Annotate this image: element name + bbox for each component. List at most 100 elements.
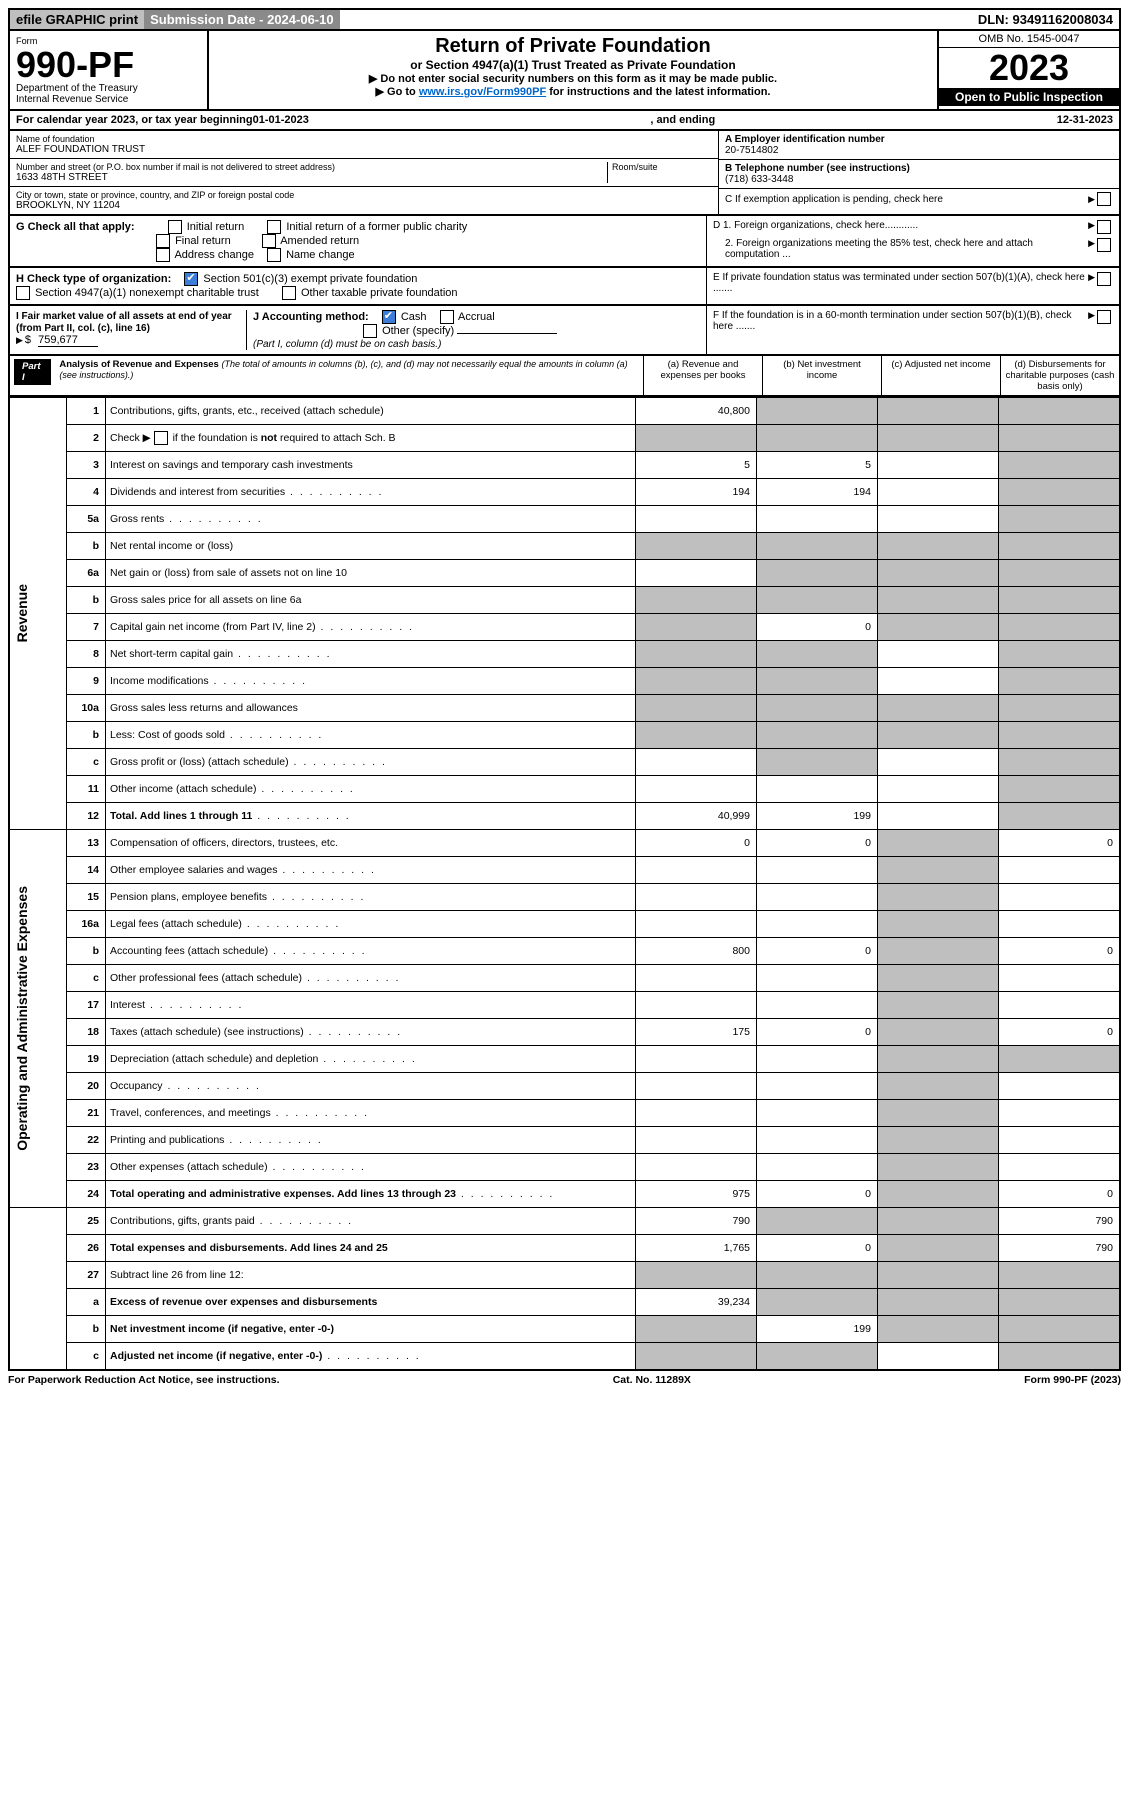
table-row: Revenue 1Contributions, gifts, grants, e…: [9, 398, 1120, 425]
table-row: cOther professional fees (attach schedul…: [9, 965, 1120, 992]
addr-change-cb[interactable]: [156, 248, 170, 262]
table-row: 19Depreciation (attach schedule) and dep…: [9, 1046, 1120, 1073]
501c3-cb[interactable]: [184, 272, 198, 286]
h-label: H Check type of organization:: [16, 273, 171, 285]
other-taxable-cb[interactable]: [282, 286, 296, 300]
city-label: City or town, state or province, country…: [16, 190, 712, 200]
city-state-zip: BROOKLYN, NY 11204: [16, 200, 712, 211]
table-row: 16aLegal fees (attach schedule): [9, 911, 1120, 938]
omb-number: OMB No. 1545-0047: [939, 31, 1119, 48]
form-title: Return of Private Foundation: [219, 35, 927, 58]
room-label: Room/suite: [612, 162, 712, 172]
d2-checkbox[interactable]: [1097, 238, 1111, 252]
table-row: 26Total expenses and disbursements. Add …: [9, 1235, 1120, 1262]
entity-block: Name of foundation ALEF FOUNDATION TRUST…: [8, 131, 1121, 216]
part1-header: Part I Analysis of Revenue and Expenses …: [8, 356, 1121, 397]
accrual-cb[interactable]: [440, 310, 454, 324]
phone-value: (718) 633-3448: [725, 174, 1113, 185]
foundation-name: ALEF FOUNDATION TRUST: [16, 144, 712, 155]
efile-label[interactable]: efile GRAPHIC print: [10, 10, 144, 29]
d1-label: D 1. Foreign organizations, check here..…: [713, 220, 1088, 234]
form-link[interactable]: www.irs.gov/Form990PF: [419, 86, 546, 98]
cash-cb[interactable]: [382, 310, 396, 324]
table-row: 27Subtract line 26 from line 12:: [9, 1262, 1120, 1289]
table-row: bLess: Cost of goods sold: [9, 722, 1120, 749]
table-row: bNet rental income or (loss): [9, 533, 1120, 560]
dln-label: DLN: 93491162008034: [972, 10, 1119, 29]
table-row: 12Total. Add lines 1 through 1140,999199: [9, 803, 1120, 830]
part-label: Part I: [14, 359, 51, 385]
table-row: 9Income modifications: [9, 668, 1120, 695]
col-a-header: (a) Revenue and expenses per books: [644, 356, 763, 395]
f-checkbox[interactable]: [1097, 310, 1111, 324]
street-address: 1633 48TH STREET: [16, 172, 607, 183]
table-row: cGross profit or (loss) (attach schedule…: [9, 749, 1120, 776]
table-row: 6aNet gain or (loss) from sale of assets…: [9, 560, 1120, 587]
footer-left: For Paperwork Reduction Act Notice, see …: [8, 1374, 280, 1386]
j-note: (Part I, column (d) must be on cash basi…: [253, 339, 441, 350]
table-row: bAccounting fees (attach schedule)80000: [9, 938, 1120, 965]
calendar-year-row: For calendar year 2023, or tax year begi…: [8, 111, 1121, 131]
table-row: 25Contributions, gifts, grants paid79079…: [9, 1208, 1120, 1235]
arrow-icon: [1088, 310, 1097, 332]
table-row: cAdjusted net income (if negative, enter…: [9, 1343, 1120, 1371]
table-row: bGross sales price for all assets on lin…: [9, 587, 1120, 614]
table-row: 3Interest on savings and temporary cash …: [9, 452, 1120, 479]
initial-former-cb[interactable]: [267, 220, 281, 234]
arrow-icon: [1088, 194, 1097, 205]
table-row: 4Dividends and interest from securities1…: [9, 479, 1120, 506]
expenses-side-label: Operating and Administrative Expenses: [14, 886, 30, 1151]
table-row: 22Printing and publications: [9, 1127, 1120, 1154]
table-row: 14Other employee salaries and wages: [9, 857, 1120, 884]
table-row: Operating and Administrative Expenses 13…: [9, 830, 1120, 857]
table-row: 7Capital gain net income (from Part IV, …: [9, 614, 1120, 641]
top-bar: efile GRAPHIC print Submission Date - 20…: [8, 8, 1121, 31]
initial-return-cb[interactable]: [168, 220, 182, 234]
table-row: 21Travel, conferences, and meetings: [9, 1100, 1120, 1127]
addr-label: Number and street (or P.O. box number if…: [16, 162, 607, 172]
ein-label: A Employer identification number: [725, 134, 1113, 145]
table-row: aExcess of revenue over expenses and dis…: [9, 1289, 1120, 1316]
fmv-value: 759,677: [38, 334, 98, 347]
col-b-header: (b) Net investment income: [763, 356, 882, 395]
4947-cb[interactable]: [16, 286, 30, 300]
final-return-cb[interactable]: [156, 234, 170, 248]
irs-label: Internal Revenue Service: [16, 94, 201, 105]
footer-right: Form 990-PF (2023): [1024, 1374, 1121, 1386]
f-label: F If the foundation is in a 60-month ter…: [713, 310, 1088, 332]
table-row: 5aGross rents: [9, 506, 1120, 533]
submission-date: Submission Date - 2024-06-10: [144, 10, 340, 29]
year-begin: 01-01-2023: [253, 114, 309, 126]
other-method-cb[interactable]: [363, 324, 377, 338]
table-row: 20Occupancy: [9, 1073, 1120, 1100]
g-label: G Check all that apply:: [16, 221, 135, 233]
col-c-header: (c) Adjusted net income: [882, 356, 1001, 395]
schb-checkbox[interactable]: [154, 431, 168, 445]
checks-g-row: G Check all that apply: Initial return I…: [8, 216, 1121, 268]
arrow-icon: [1088, 220, 1097, 234]
table-row: 24Total operating and administrative exp…: [9, 1181, 1120, 1208]
year-end: 12-31-2023: [1057, 114, 1113, 126]
j-label: J Accounting method:: [253, 311, 369, 323]
c-checkbox[interactable]: [1097, 192, 1111, 206]
d2-label: 2. Foreign organizations meeting the 85%…: [713, 238, 1088, 260]
e-checkbox[interactable]: [1097, 272, 1111, 286]
page-footer: For Paperwork Reduction Act Notice, see …: [8, 1371, 1121, 1386]
table-row: 18Taxes (attach schedule) (see instructi…: [9, 1019, 1120, 1046]
tax-year: 2023: [939, 48, 1119, 88]
revenue-side-label: Revenue: [14, 584, 30, 642]
table-row: 8Net short-term capital gain: [9, 641, 1120, 668]
d1-checkbox[interactable]: [1097, 220, 1111, 234]
form-header: Form 990-PF Department of the Treasury I…: [8, 31, 1121, 111]
checks-h-row: H Check type of organization: Section 50…: [8, 268, 1121, 306]
dept-label: Department of the Treasury: [16, 83, 201, 94]
arrow-icon: [1088, 272, 1097, 294]
name-change-cb[interactable]: [267, 248, 281, 262]
table-row: 11Other income (attach schedule): [9, 776, 1120, 803]
table-row: 15Pension plans, employee benefits: [9, 884, 1120, 911]
amended-cb[interactable]: [262, 234, 276, 248]
col-d-header: (d) Disbursements for charitable purpose…: [1001, 356, 1119, 395]
phone-label: B Telephone number (see instructions): [725, 163, 1113, 174]
table-row: 2Check ▶ if the foundation is not requir…: [9, 425, 1120, 452]
i-label: I Fair market value of all assets at end…: [16, 311, 232, 334]
